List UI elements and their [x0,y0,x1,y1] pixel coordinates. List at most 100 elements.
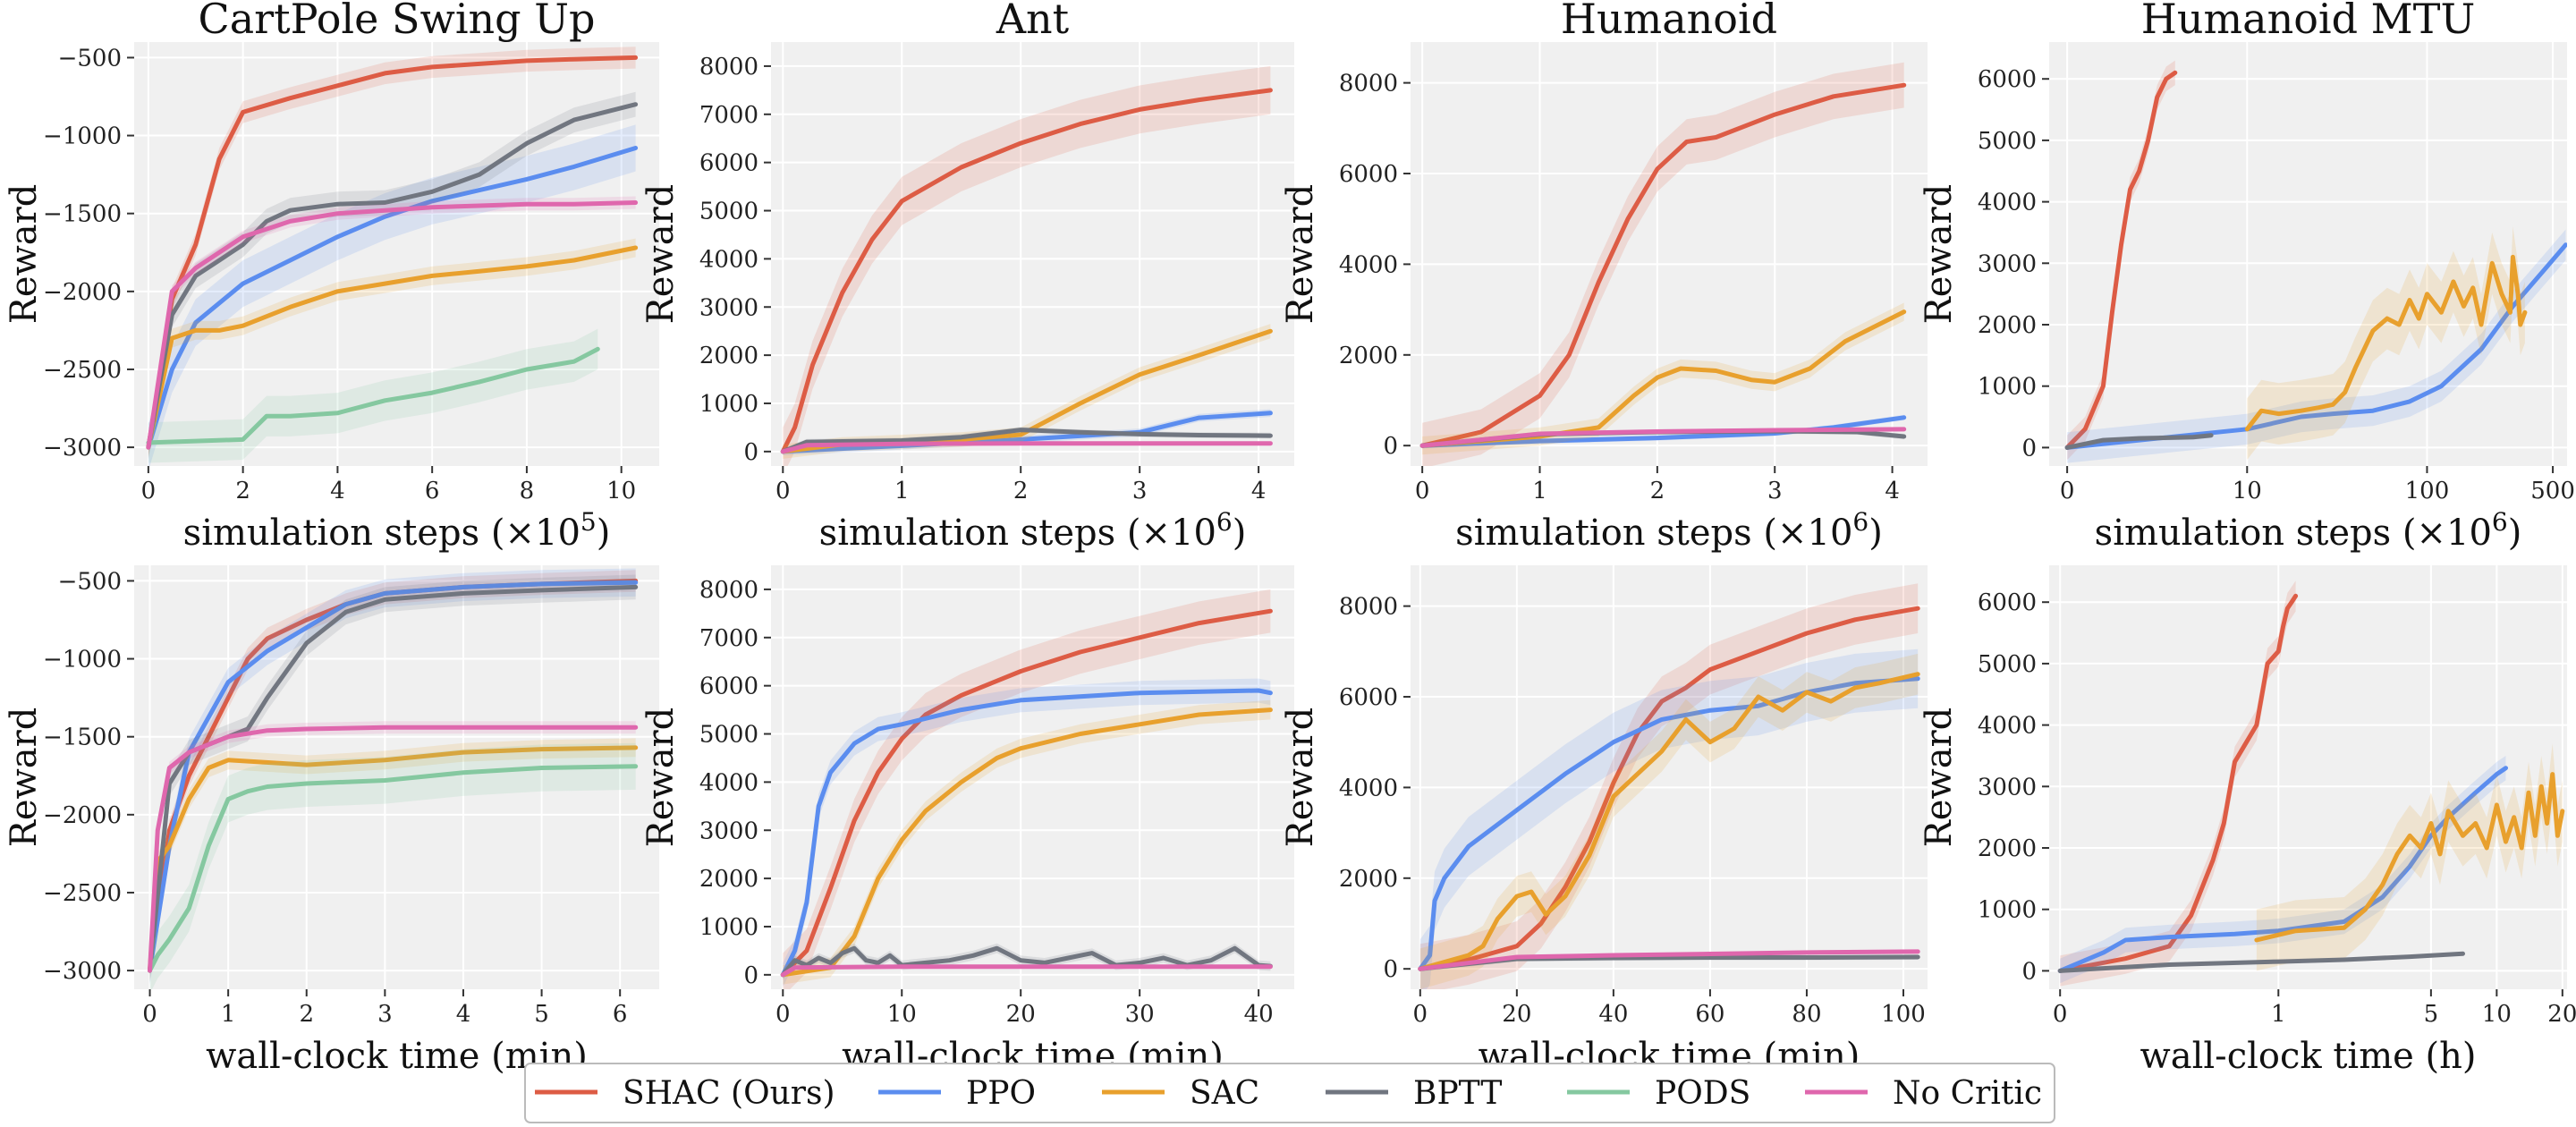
series-no-critic [780,964,1273,978]
y-tick-label: 4000 [1978,713,2037,740]
y-tick-label: −1000 [43,647,122,674]
x-tick-label: 5 [534,1001,549,1028]
y-tick-label: 4000 [1339,775,1398,801]
y-tick-label: 8000 [699,54,758,80]
y-axis-label: Reward [4,184,45,325]
x-tick-label: 4 [1885,478,1900,504]
x-tick-label: 1 [894,478,910,504]
series-group [1419,62,1907,466]
y-tick-label: 4000 [1339,251,1398,278]
x-tick-label: 40 [1598,1001,1628,1028]
series-no-critic [1418,949,1920,971]
series-shac-ours [2064,70,2178,450]
series-no-critic [148,724,639,973]
y-tick-label: 6000 [699,674,758,700]
legend-label: SAC [1190,1075,1259,1112]
band-pods [149,742,636,989]
y-tick-label: 5000 [699,722,758,749]
x-tick-label: 1 [2271,1001,2286,1028]
y-tick-label: 0 [2021,958,2037,985]
x-tick-label: 2 [1013,478,1029,504]
y-tick-label: 8000 [1339,594,1398,621]
panel-7: 0 1 5 10 20 0 1000 2000 3000 4000 5000 6000 wall-clo… [1919,565,2576,1077]
legend-label: PPO [966,1075,1036,1112]
x-tick-label: 10 [606,478,636,504]
y-axis-label: Reward [640,184,682,325]
x-tick-label: 10 [887,1001,917,1028]
y-tick-label: −1500 [43,201,122,228]
x-tick-label: 0 [1413,1001,1428,1028]
band-ppo [2060,756,2506,984]
x-tick-label: 0 [141,478,157,504]
band-sac [2256,743,2563,971]
y-axis-label: Reward [640,708,682,848]
legend-item-pods: PODS [1567,1075,1750,1112]
x-tick-label: 4 [456,1001,471,1028]
x-tick-label: 30 [1125,1001,1155,1028]
series-group [146,47,639,466]
series-group [148,568,639,989]
series-bptt [780,945,1273,978]
band-ppo [148,124,636,466]
y-tick-label: 8000 [1339,71,1398,97]
panel-title: Humanoid MTU [2141,0,2475,43]
y-tick-label: −2500 [43,357,122,384]
x-axis-label: simulation steps (×105) [183,507,611,554]
band-shac-ours [783,65,1271,466]
series-sac [148,745,639,973]
x-tick-label: 20 [2547,1001,2576,1028]
series-ppo [1418,676,1920,971]
y-tick-label: 0 [743,962,758,989]
y-axis-label: Reward [1919,708,1960,848]
series-group [780,589,1273,989]
series-ppo [2064,242,2567,450]
x-axis-label: simulation steps (×106) [1455,507,1883,554]
y-tick-label: −1500 [43,724,122,751]
y-axis-label: Reward [1919,184,1960,325]
x-tick-label: 6 [613,1001,628,1028]
x-tick-label: 0 [2053,1001,2068,1028]
x-tick-label: 0 [1415,478,1430,504]
x-tick-label: 0 [2060,478,2075,504]
x-tick-label: 8 [520,478,535,504]
y-tick-label: 8000 [699,577,758,604]
y-tick-label: 1000 [699,391,758,418]
y-tick-label: −3000 [43,435,122,462]
band-sac [1422,302,1904,455]
series-ppo [780,688,1273,978]
x-tick-label: 40 [1244,1001,1274,1028]
x-tick-label: 0 [775,478,791,504]
y-tick-label: 2000 [1978,312,2037,339]
series-ppo [1419,415,1907,448]
y-tick-label: 7000 [699,102,758,129]
legend-label: BPTT [1413,1075,1502,1112]
y-tick-label: −1000 [43,123,122,150]
panel-2: 0 1 2 3 4 0 2000 4000 6000 8000 Humanoid simulation… [1280,0,1928,554]
series-no-critic [780,441,1273,454]
y-tick-label: −3000 [43,958,122,985]
series-bptt [146,102,639,450]
x-axis-label: simulation steps (×106) [2095,507,2522,554]
series-sac [146,245,639,450]
series-sac [1419,309,1907,448]
x-tick-label: 2 [299,1001,314,1028]
x-tick-label: 20 [1006,1001,1036,1028]
x-tick-label: 2 [235,478,250,504]
y-tick-label: 0 [743,439,758,466]
series-sac [2244,254,2528,432]
series-group [1418,583,1920,989]
y-tick-label: −500 [58,45,122,72]
legend-item-bptt: BPTT [1326,1075,1502,1112]
x-tick-label: 500 [2530,478,2575,504]
y-tick-label: 3000 [1978,774,2037,801]
band-sac [1419,653,1919,989]
legend: SHAC (Ours) PPO SAC BPTT PODS No Critic [524,1063,2055,1123]
x-tick-label: 20 [1502,1001,1531,1028]
series-sac [1418,672,1920,971]
band-shac-ours [1422,62,1904,466]
y-tick-label: 1000 [699,914,758,941]
y-tick-label: 5000 [1978,651,2037,678]
legend-item-ppo: PPO [878,1075,1036,1112]
x-tick-label: 100 [2405,478,2450,504]
